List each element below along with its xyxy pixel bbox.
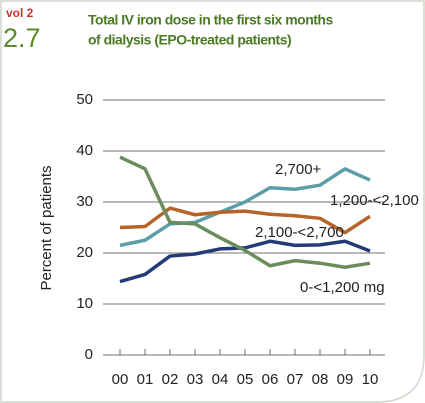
y-tick-label: 0 [85, 346, 93, 363]
x-tick-label: 08 [312, 371, 329, 388]
x-tick-label: 04 [212, 371, 229, 388]
y-tick-label: 50 [76, 91, 93, 108]
series-line [119, 206, 371, 235]
x-tick-label: 03 [187, 371, 204, 388]
y-tick-label: 40 [76, 142, 93, 159]
series-label: 2,100-<2,700 [255, 224, 344, 241]
series-label: 2,700+ [275, 161, 322, 178]
y-tick-label: 20 [76, 244, 93, 261]
series-label: 0-<1,200 mg [300, 279, 385, 296]
x-tick-label: 07 [287, 371, 304, 388]
volume: vol 2 [6, 6, 34, 20]
title-line: of dialysis (EPO-treated patients) [88, 32, 291, 48]
x-tick-label: 09 [337, 371, 354, 388]
title-line: Total IV iron dose in the first six mont… [88, 12, 333, 28]
x-tick-label: 10 [362, 371, 379, 388]
series-line [119, 155, 371, 270]
x-tick-label: 06 [262, 371, 279, 388]
series-label: 1,200-<2,100 [330, 192, 419, 209]
x-tick-label: 05 [237, 371, 254, 388]
section: 2.7 [3, 23, 41, 53]
x-tick-label: 02 [162, 371, 179, 388]
x-tick-label: 01 [137, 371, 154, 388]
y-tick-label: 10 [76, 295, 93, 312]
y-axis-label: Percent of patients [38, 165, 55, 290]
series-line [119, 239, 371, 284]
series-line [119, 167, 371, 248]
x-tick-label: 00 [112, 371, 129, 388]
y-tick-label: 30 [76, 193, 93, 210]
